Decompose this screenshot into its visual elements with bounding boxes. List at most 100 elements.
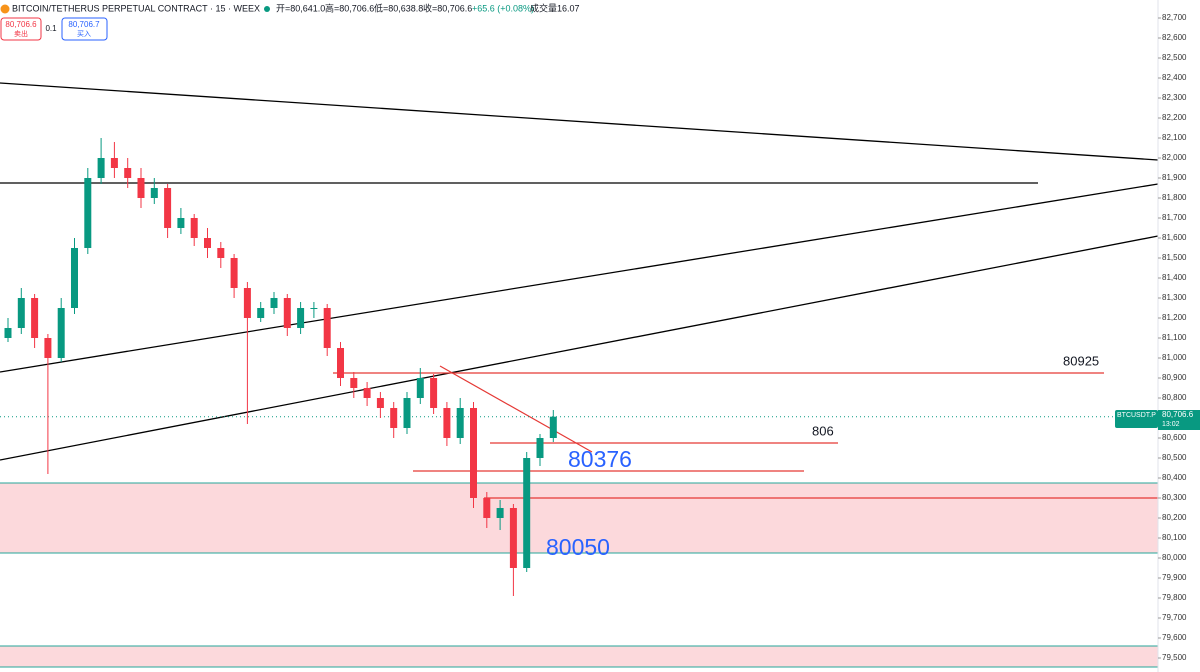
candle-body [523,458,531,568]
zone [0,483,1158,553]
candle-body [190,218,198,238]
candle-body [363,388,371,398]
annotation: 80376 [568,446,632,472]
y-tick-label: 80,200 [1162,513,1187,522]
y-tick-label: 82,700 [1162,13,1187,22]
candle-body [217,248,225,258]
candle-body [257,308,265,318]
candle-body [230,258,238,288]
y-tick-label: 81,000 [1162,353,1187,362]
candle-body [297,308,305,328]
candle-body [390,408,398,428]
ohlc: 高=80,706.6 [325,2,374,13]
coin-icon [0,4,10,14]
candle-body [509,508,517,568]
annotation: 80925 [1063,353,1099,368]
y-tick-label: 81,200 [1162,313,1187,322]
y-tick-label: 80,500 [1162,453,1187,462]
candle-body [536,438,544,458]
candle-body [416,378,424,398]
ohlc: 低=80,638.8 [374,2,423,13]
candle-body [110,158,118,168]
sell-label[interactable]: 卖出 [14,29,28,38]
levels [333,365,1158,499]
y-tick-label: 79,800 [1162,593,1187,602]
candle-body [350,378,358,388]
candle-body [243,288,251,318]
y-tick-label: 82,200 [1162,113,1187,122]
candle-body [204,238,211,248]
y-tick-label: 81,500 [1162,253,1187,262]
symbol-title: BITCOIN/TETHERUS PERPETUAL CONTRACT · 15… [12,3,260,13]
candle-body [310,308,318,309]
y-tick-label: 79,900 [1162,573,1187,582]
trendline [0,82,1159,161]
candle-body [270,298,278,308]
sell-button[interactable] [0,17,42,41]
symbol-tag-text: BTCUSDT.P [1117,412,1156,419]
change: +65.6 (+0.08%) [472,3,534,13]
candle-body [57,308,65,358]
zone [0,646,1158,667]
candle-body [470,408,477,498]
volume: 成交量16.07 [530,2,580,13]
y-tick-label: 82,400 [1162,73,1187,82]
annotation: 80050 [546,534,610,560]
axis-ticks: 79,500 79,600 79,700 79,800 79,900 80,000 80,1… [1158,13,1187,662]
buy-label[interactable]: 买入 [77,30,91,38]
buy-price[interactable]: 80,706.7 [68,20,100,29]
y-tick-label: 81,900 [1162,173,1187,182]
price-tag-time: 13:02 [1162,421,1180,428]
y-tick-label: 82,100 [1162,133,1187,142]
y-tick-label: 81,100 [1162,333,1187,342]
price-tag [1158,410,1200,430]
y-tick-label: 80,400 [1162,473,1187,482]
candle-body [403,398,411,428]
y-tick-label: 81,800 [1162,193,1187,202]
y-tick-label: 80,300 [1162,493,1187,502]
candle-body [496,508,504,518]
y-tick-label: 80,600 [1162,433,1187,442]
status-dot [264,6,270,12]
y-tick-label: 82,600 [1162,33,1187,42]
y-tick-label: 81,400 [1162,273,1187,282]
trendline [0,235,1159,461]
annotation: 806 [812,423,834,438]
y-tick-label: 81,700 [1162,213,1187,222]
y-tick-label: 80,100 [1162,533,1187,542]
y-tick-label: 82,300 [1162,93,1187,102]
candle-body [376,398,384,408]
y-tick-label: 81,600 [1162,233,1187,242]
candles [4,138,557,596]
price-axis [1158,0,1200,672]
y-tick-label: 79,500 [1162,653,1187,662]
candle-body [456,408,464,438]
candle-body [137,178,145,198]
y-tick-label: 80,900 [1162,373,1187,382]
candle-body [177,218,185,228]
candle-body [97,158,105,178]
symbol-tag [1115,410,1158,428]
sell-price[interactable]: 80,706.6 [5,20,37,29]
candle-body [4,328,12,338]
candle-body [283,298,291,328]
candle-body [549,416,557,438]
candle-body [323,308,331,348]
y-tick-label: 80,800 [1162,393,1187,402]
candle-body [150,188,158,198]
trendline [0,183,1159,373]
candle-body [483,498,491,518]
candle-body [124,168,132,178]
buy-button[interactable] [61,17,108,41]
candle-body [443,408,451,438]
ohlc: 开=80,641.0 [276,3,325,13]
candle-body [337,348,344,378]
y-tick-label: 82,500 [1162,53,1187,62]
price-tag-text: 80,706.6 [1162,410,1194,419]
candle-body [164,188,172,228]
candle-body [31,298,39,338]
y-tick-label: 79,700 [1162,613,1187,622]
candle-body [17,298,25,328]
